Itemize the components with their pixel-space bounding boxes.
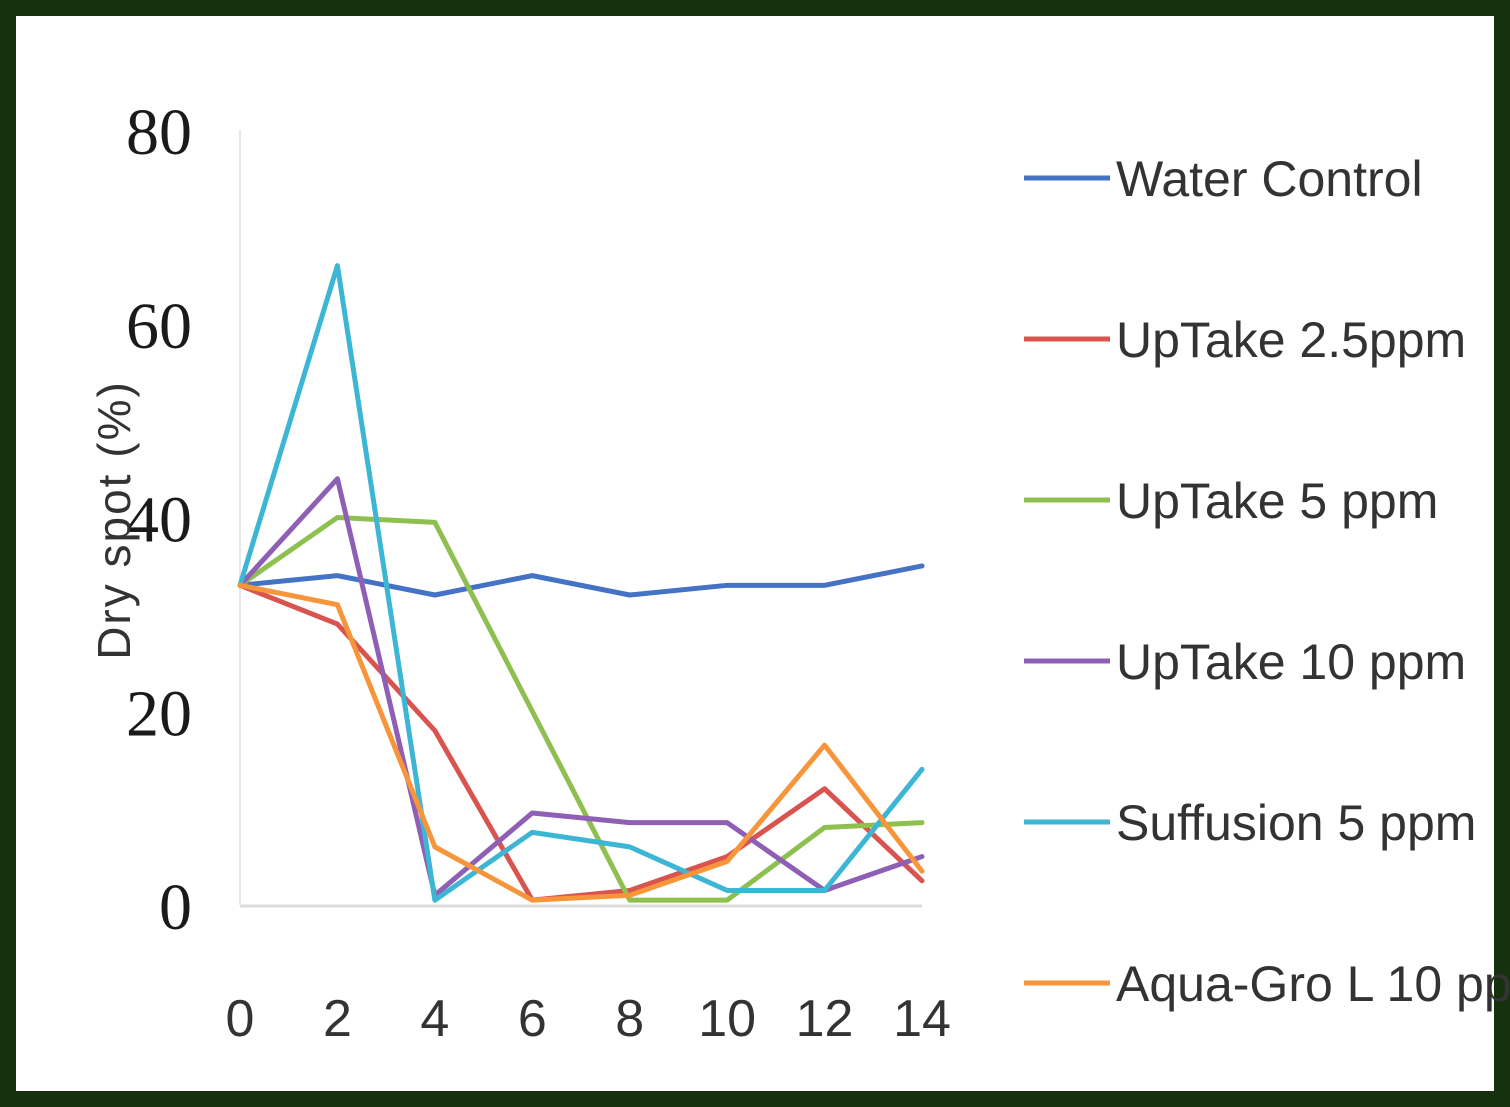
y-tick-label: 80 bbox=[126, 96, 192, 169]
y-tick-labels: 0 20 40 60 80 bbox=[126, 96, 192, 944]
y-tick-label: 40 bbox=[126, 484, 192, 557]
legend-label: Water Control bbox=[1116, 151, 1423, 207]
legend: Water Control UpTake 2.5ppm UpTake 5 ppm Up… bbox=[1024, 151, 1510, 1012]
axes bbox=[239, 130, 922, 908]
legend-label: Suffusion 5 ppm bbox=[1116, 795, 1476, 851]
series-line-2 bbox=[237, 582, 925, 903]
series-lines bbox=[237, 263, 925, 903]
series-line-1 bbox=[237, 563, 925, 598]
x-tick-label: 12 bbox=[796, 990, 854, 1048]
legend-label: UpTake 10 ppm bbox=[1116, 634, 1466, 690]
y-tick-label: 0 bbox=[159, 871, 192, 944]
y-tick-label: 60 bbox=[126, 290, 192, 363]
x-tick-label: 4 bbox=[420, 990, 449, 1048]
legend-label: UpTake 5 ppm bbox=[1116, 473, 1438, 529]
x-tick-labels: 0 2 4 6 8 10 12 14 bbox=[226, 990, 951, 1048]
legend-label: UpTake 2.5ppm bbox=[1116, 312, 1466, 368]
y-axis-label: Dry spot (%) bbox=[88, 380, 140, 660]
legend-label: Aqua-Gro L 10 ppm bbox=[1116, 956, 1510, 1012]
x-tick-label: 10 bbox=[698, 990, 756, 1048]
series-line-3 bbox=[237, 515, 925, 903]
chart-frame bbox=[16, 16, 1494, 1091]
series-line-5 bbox=[237, 263, 925, 903]
x-tick-label: 6 bbox=[518, 990, 547, 1048]
series-line-4 bbox=[237, 476, 925, 898]
x-tick-label: 0 bbox=[226, 990, 255, 1048]
series-line-6 bbox=[237, 582, 925, 903]
x-tick-label: 2 bbox=[323, 990, 352, 1048]
x-tick-label: 14 bbox=[893, 990, 951, 1048]
y-tick-label: 20 bbox=[126, 677, 192, 750]
x-tick-label: 8 bbox=[615, 990, 644, 1048]
